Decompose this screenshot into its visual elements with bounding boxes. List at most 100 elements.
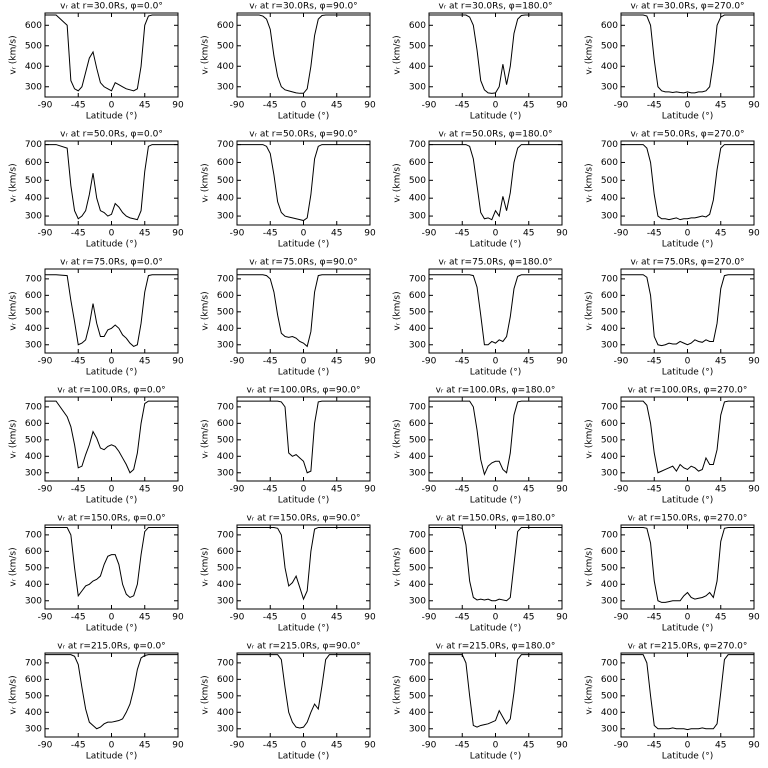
y-tick-label: 700	[25, 140, 42, 150]
data-line	[45, 400, 178, 474]
x-tick-label: -45	[455, 357, 470, 367]
x-tick-label: 45	[523, 357, 534, 367]
x-tick-label: 45	[715, 229, 726, 239]
panel-title: vᵣ at r=75.0Rs, φ=0.0°	[60, 258, 163, 268]
y-tick-label: 500	[217, 41, 234, 51]
x-axis-label: Latitude (°)	[278, 496, 329, 506]
x-tick-label: 90	[172, 229, 184, 239]
y-tick-label: 700	[409, 530, 426, 540]
x-tick-label: 0	[685, 229, 691, 239]
data-line	[237, 14, 370, 94]
y-tick-label: 300	[25, 340, 42, 350]
plot-frame	[428, 140, 563, 226]
panel-title: vᵣ at r=50.0Rs, φ=180.0°	[438, 130, 552, 140]
x-axis-label: Latitude (°)	[470, 240, 521, 250]
plot-frame	[428, 12, 563, 98]
x-tick-label: 0	[109, 357, 115, 367]
plot-frame	[44, 396, 179, 482]
y-tick-label: 400	[217, 324, 234, 334]
x-tick-label: 45	[715, 741, 726, 751]
x-tick-label: 45	[331, 229, 342, 239]
x-tick-label: 90	[364, 101, 376, 111]
x-tick-label: -45	[647, 357, 662, 367]
y-tick-label: 700	[25, 402, 42, 412]
y-axis-label: vᵣ (km/s)	[393, 547, 403, 586]
x-tick-label: 45	[331, 357, 342, 367]
x-tick-label: 45	[523, 485, 534, 495]
panel: vᵣ at r=50.0Rs, φ=0.0° Latitude (°) vᵣ (km…	[9, 130, 184, 250]
data-line	[237, 400, 370, 474]
x-axis-label: Latitude (°)	[662, 240, 713, 250]
panel: vᵣ at r=50.0Rs, φ=180.0° Latitude (°) vᵣ (…	[393, 130, 568, 250]
panel: vᵣ at r=75.0Rs, φ=0.0° Latitude (°) vᵣ (km…	[9, 258, 184, 378]
data-line	[429, 14, 562, 94]
plot-frame	[236, 140, 371, 226]
y-tick-label: 300	[409, 468, 426, 478]
y-tick-label: 600	[601, 291, 618, 301]
x-axis-label: Latitude (°)	[86, 240, 137, 250]
x-tick-label: -45	[647, 613, 662, 623]
plot-frame	[620, 652, 755, 738]
panel: vᵣ at r=50.0Rs, φ=270.0° Latitude (°) vᵣ (…	[585, 130, 760, 250]
y-tick-label: 300	[601, 724, 618, 734]
x-tick-label: 0	[685, 741, 691, 751]
x-tick-label: 90	[364, 613, 376, 623]
y-tick-label: 300	[601, 596, 618, 606]
y-tick-label: 400	[601, 324, 618, 334]
y-tick-label: 300	[25, 468, 42, 478]
y-tick-label: 500	[601, 435, 618, 445]
y-tick-label: 300	[25, 82, 42, 92]
x-tick-label: 45	[331, 485, 342, 495]
plot-frame	[236, 524, 371, 610]
x-tick-label: -90	[422, 485, 437, 495]
x-tick-label: 0	[109, 613, 115, 623]
x-tick-label: -90	[422, 613, 437, 623]
y-tick-label: 600	[217, 419, 234, 429]
x-tick-label: 90	[364, 485, 376, 495]
panel-title: vᵣ at r=100.0Rs, φ=270.0°	[628, 386, 748, 396]
y-tick-label: 300	[25, 212, 42, 222]
y-tick-label: 300	[601, 340, 618, 350]
y-tick-label: 600	[217, 291, 234, 301]
data-line	[621, 654, 754, 731]
x-tick-label: 0	[493, 229, 499, 239]
x-tick-label: -90	[614, 101, 629, 111]
y-tick-label: 600	[217, 675, 234, 685]
data-line	[429, 526, 562, 602]
x-tick-label: -45	[71, 613, 86, 623]
y-tick-label: 400	[409, 452, 426, 462]
x-tick-label: 0	[301, 229, 307, 239]
y-tick-label: 600	[409, 291, 426, 301]
x-tick-label: 0	[493, 741, 499, 751]
x-axis-label: Latitude (°)	[86, 624, 137, 634]
x-axis-label: Latitude (°)	[86, 368, 137, 378]
y-tick-label: 500	[25, 691, 42, 701]
x-axis-label: Latitude (°)	[278, 368, 329, 378]
panel: vᵣ at r=30.0Rs, φ=180.0° Latitude (°) vᵣ (…	[393, 2, 568, 122]
y-tick-label: 700	[601, 140, 618, 150]
x-tick-label: 45	[139, 357, 150, 367]
x-tick-label: 90	[556, 101, 568, 111]
panel: vᵣ at r=100.0Rs, φ=90.0° Latitude (°) vᵣ (…	[201, 386, 376, 506]
x-tick-label: 45	[139, 613, 150, 623]
y-tick-label: 400	[601, 708, 618, 718]
panel: vᵣ at r=100.0Rs, φ=180.0° Latitude (°) vᵣ …	[393, 386, 568, 506]
x-tick-label: 90	[364, 357, 376, 367]
x-axis-label: Latitude (°)	[278, 112, 329, 122]
y-tick-label: 400	[25, 194, 42, 204]
x-tick-label: -45	[263, 357, 278, 367]
x-tick-label: 0	[493, 485, 499, 495]
plot-frame	[620, 524, 755, 610]
y-axis-label: vᵣ (km/s)	[393, 163, 403, 202]
panel-title: vᵣ at r=30.0Rs, φ=270.0°	[630, 2, 744, 12]
y-tick-label: 600	[217, 21, 234, 31]
y-tick-label: 600	[601, 419, 618, 429]
x-tick-label: 0	[109, 485, 115, 495]
y-tick-label: 500	[409, 435, 426, 445]
y-axis-label: vᵣ (km/s)	[9, 675, 19, 714]
plot-frame	[44, 12, 179, 98]
x-tick-label: 90	[556, 613, 568, 623]
y-tick-label: 300	[217, 596, 234, 606]
y-tick-label: 600	[25, 419, 42, 429]
